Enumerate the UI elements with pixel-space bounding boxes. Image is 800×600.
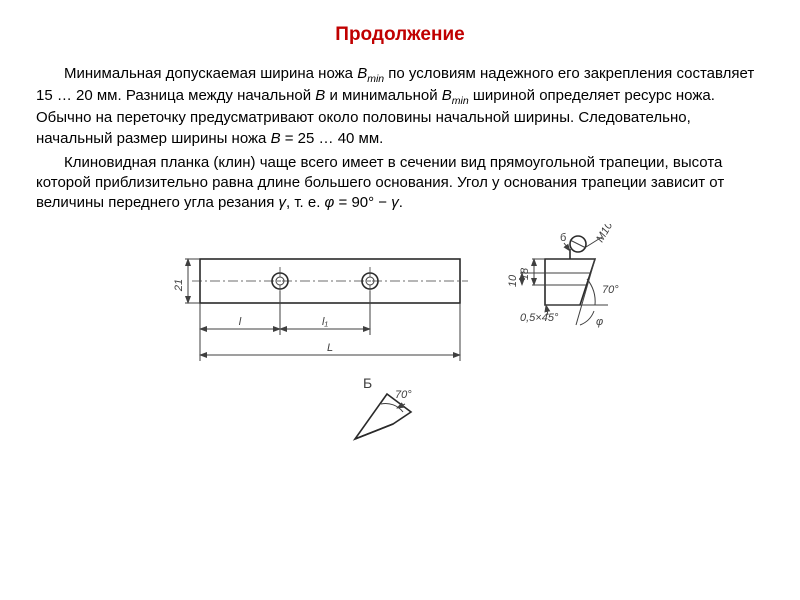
detail-label-b: Б — [363, 375, 372, 391]
technical-drawing: 21 l l₁ L — [36, 224, 764, 454]
drawing-top: 21 l l₁ L — [140, 224, 660, 374]
var-B: B — [315, 87, 325, 104]
chamfer-label: 0,5×45° — [520, 312, 559, 324]
var-B: B — [442, 87, 452, 104]
front-view: 21 l l₁ L — [173, 259, 468, 361]
dim-21: 21 — [173, 278, 185, 291]
text: и минимальной — [325, 87, 441, 104]
phi-label: φ — [596, 316, 603, 328]
drawing-detail-b: Б 70° — [315, 374, 485, 454]
dim-10: 10 — [507, 274, 519, 287]
sub-min: min — [367, 73, 384, 85]
angle-70: 70° — [602, 284, 619, 296]
paragraph-2: Клиновидная планка (клин) чаще всего име… — [36, 153, 764, 214]
var-phi: φ — [325, 194, 335, 211]
text: , т. е. — [286, 194, 325, 211]
side-view: б М10×1 18 10 0,5×45° 70° — [507, 224, 622, 328]
thread-label: М10×1 — [594, 224, 621, 245]
paragraph-1: Минимальная допускаемая ширина ножа Bmin… — [36, 64, 764, 149]
label-b: б — [560, 232, 566, 244]
text: . — [399, 194, 403, 211]
text: = 90° − — [334, 194, 391, 211]
var-B: B — [271, 130, 281, 147]
var-gamma: γ — [278, 194, 286, 211]
dim-L: L — [327, 342, 333, 354]
detail-angle-70: 70° — [395, 389, 412, 401]
var-gamma: γ — [391, 194, 399, 211]
page-title: Продолжение — [36, 24, 764, 46]
text: = 25 … 40 мм. — [281, 130, 384, 147]
dim-18: 18 — [519, 267, 531, 280]
text: Минимальная допускаемая ширина ножа — [64, 65, 357, 82]
sub-min: min — [452, 95, 469, 107]
var-B: B — [357, 65, 367, 82]
dim-l: l — [239, 316, 242, 328]
dim-l1: l₁ — [322, 316, 328, 328]
